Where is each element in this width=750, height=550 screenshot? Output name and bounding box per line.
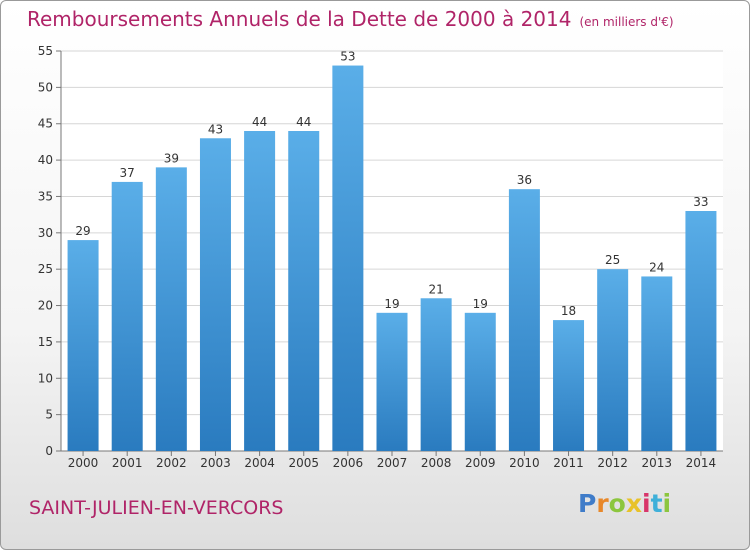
data-label: 36 <box>517 173 532 187</box>
logo-letter: i <box>662 489 672 518</box>
logo-letter: P <box>578 489 597 518</box>
commune-name: SAINT-JULIEN-EN-VERCORS <box>29 497 284 519</box>
data-label: 24 <box>649 260 664 274</box>
bar-2000 <box>67 240 99 451</box>
x-tick-label: 2011 <box>553 456 584 470</box>
bar-2002 <box>155 167 187 451</box>
data-label: 39 <box>164 151 179 165</box>
y-tick-label: 10 <box>38 371 53 385</box>
x-tick-label: 2004 <box>244 456 275 470</box>
x-tick-label: 2008 <box>421 456 452 470</box>
x-tick-label: 2002 <box>156 456 187 470</box>
bar-2004 <box>244 131 276 451</box>
y-tick-label: 5 <box>45 408 53 422</box>
logo-letter: i <box>642 489 651 518</box>
y-tick-label: 20 <box>38 299 53 313</box>
data-label: 53 <box>340 50 355 64</box>
bar-2008 <box>420 298 452 451</box>
data-label: 19 <box>473 297 488 311</box>
x-tick-label: 2012 <box>597 456 628 470</box>
bar-2005 <box>288 131 320 451</box>
chart-title: Remboursements Annuels de la Dette de 20… <box>27 7 674 31</box>
logo-letter: x <box>625 489 642 518</box>
x-tick-label: 2009 <box>465 456 496 470</box>
x-tick-label: 2005 <box>288 456 319 470</box>
logo-letter: r <box>596 489 609 518</box>
logo-letter: t <box>650 489 663 518</box>
chart-unit-note: (en milliers d'€) <box>579 15 674 29</box>
bar-2012 <box>597 269 629 451</box>
y-tick-label: 30 <box>38 226 53 240</box>
y-tick-label: 55 <box>38 44 53 58</box>
y-tick-label: 0 <box>45 444 53 458</box>
x-tick-label: 2003 <box>200 456 231 470</box>
data-label: 44 <box>296 115 311 129</box>
data-label: 25 <box>605 253 620 267</box>
x-tick-label: 2010 <box>509 456 540 470</box>
data-label: 19 <box>384 297 399 311</box>
bar-2011 <box>553 320 585 451</box>
bar-2001 <box>111 181 143 451</box>
bar-2006 <box>332 65 364 451</box>
data-label: 29 <box>75 224 90 238</box>
y-tick-label: 25 <box>38 262 53 276</box>
data-label: 21 <box>428 282 443 296</box>
x-tick-label: 2000 <box>68 456 99 470</box>
y-tick-label: 45 <box>38 117 53 131</box>
data-label: 33 <box>693 195 708 209</box>
bar-2009 <box>464 312 496 451</box>
logo-letter: o <box>608 489 626 518</box>
data-label: 44 <box>252 115 267 129</box>
x-tick-label: 2007 <box>377 456 408 470</box>
x-tick-label: 2013 <box>642 456 673 470</box>
bar-2014 <box>685 211 717 451</box>
chart-title-text: Remboursements Annuels de la Dette de 20… <box>27 7 572 31</box>
x-tick-label: 2001 <box>112 456 143 470</box>
x-tick-label: 2006 <box>333 456 364 470</box>
bar-2003 <box>199 138 231 452</box>
y-tick-label: 50 <box>38 80 53 94</box>
data-label: 37 <box>120 166 135 180</box>
bar-2007 <box>376 312 408 451</box>
data-label: 43 <box>208 122 223 136</box>
proxiti-logo: Proxiti <box>578 489 671 518</box>
bar-2010 <box>508 189 540 451</box>
y-tick-label: 40 <box>38 153 53 167</box>
bar-2013 <box>641 276 673 451</box>
x-tick-label: 2014 <box>686 456 717 470</box>
y-tick-label: 35 <box>38 189 53 203</box>
y-tick-label: 15 <box>38 335 53 349</box>
data-label: 18 <box>561 304 576 318</box>
